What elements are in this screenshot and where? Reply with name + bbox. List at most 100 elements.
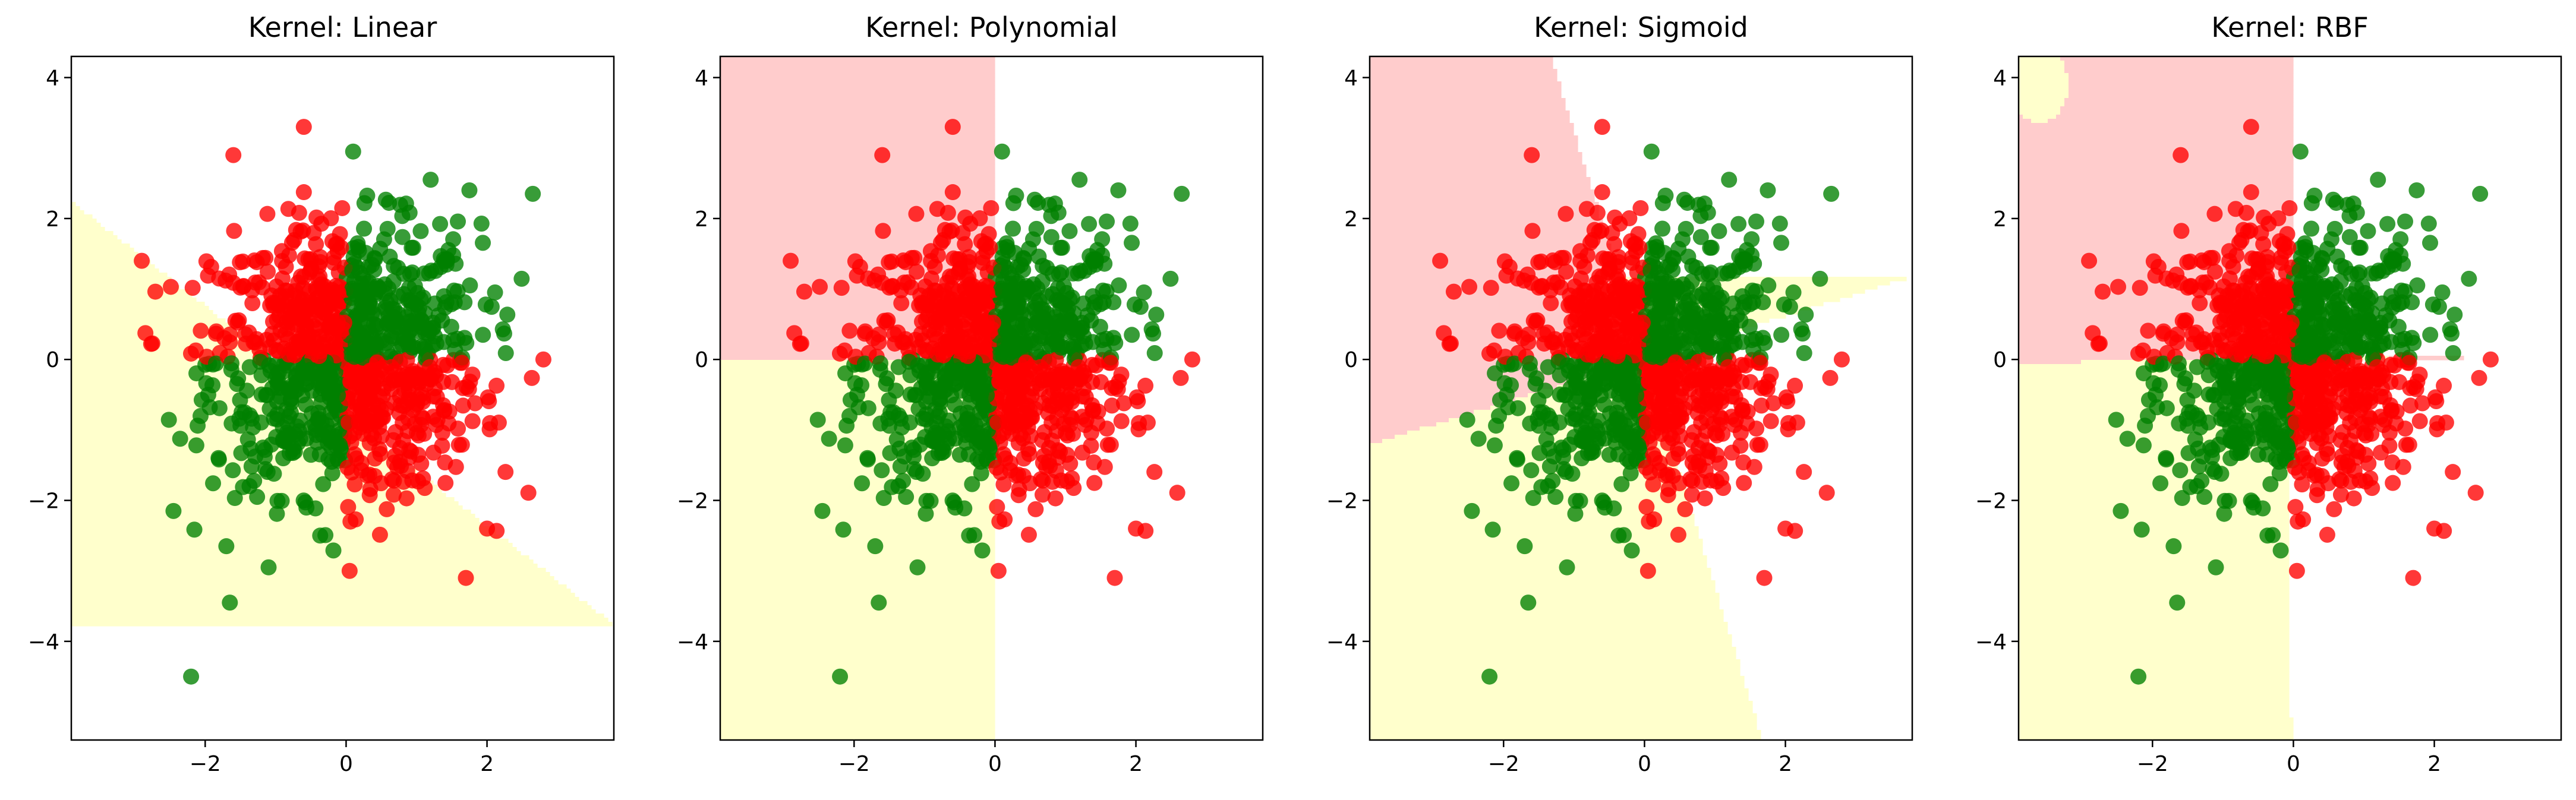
point-red [2398, 437, 2414, 453]
point-red [1509, 270, 1526, 287]
region-cell [720, 605, 995, 610]
point-green [2333, 258, 2350, 274]
region-cell [1370, 244, 1612, 248]
point-green [350, 347, 367, 363]
region-cell [1370, 102, 1566, 107]
point-green [160, 412, 177, 428]
point-green [1652, 300, 1669, 317]
point-red [2271, 233, 2288, 249]
point-red [2386, 357, 2402, 374]
point-red [295, 119, 312, 135]
region-cell [720, 576, 995, 581]
region-cell [1370, 377, 1582, 381]
point-green [906, 461, 923, 478]
region-cell [720, 555, 995, 560]
point-green [1579, 408, 1596, 425]
panel-title: Kernel: Linear [248, 11, 437, 43]
region-cell [1370, 119, 1570, 124]
point-red [1723, 444, 1740, 461]
point-red [1591, 223, 1607, 240]
region-cell [71, 210, 84, 215]
point-green [2250, 419, 2266, 436]
region-cell [720, 526, 995, 531]
point-green [1017, 317, 1033, 334]
point-red [260, 263, 276, 280]
point-green [1099, 213, 1115, 230]
point-red [1708, 473, 1725, 490]
region-cell [720, 539, 995, 543]
region-cell [1370, 410, 1474, 415]
point-green [443, 318, 459, 335]
point-green [2390, 318, 2407, 335]
point-green [951, 447, 968, 463]
point-green [2206, 387, 2223, 403]
point-green [917, 429, 934, 445]
point-red [1486, 342, 1502, 359]
point-red [2300, 454, 2317, 471]
region-cell [1370, 140, 1578, 144]
panel-title: Kernel: Polynomial [865, 11, 1118, 43]
point-green [2257, 404, 2274, 421]
point-green [302, 419, 319, 436]
point-red [408, 425, 425, 441]
point-red [1550, 341, 1566, 358]
point-green [475, 235, 491, 251]
region-cell [1370, 73, 1557, 78]
region-cell [1370, 343, 1641, 348]
region-cell [720, 110, 995, 115]
region-cell [71, 464, 409, 469]
region-cell [2019, 468, 2290, 473]
point-red [893, 295, 910, 312]
point-red [985, 314, 1001, 331]
point-red [1491, 322, 1508, 339]
point-green [1585, 426, 1602, 442]
region-cell [1370, 256, 1616, 261]
region-cell [1370, 630, 1728, 635]
region-cell [2019, 472, 2290, 477]
point-green [2378, 307, 2394, 324]
region-cell [720, 584, 995, 589]
region-cell [71, 368, 288, 373]
region-cell [2023, 115, 2057, 119]
point-red [2081, 252, 2098, 269]
point-red [1735, 454, 1752, 471]
point-red [2319, 526, 2335, 543]
region-cell [1370, 56, 1553, 61]
region-cell [720, 86, 995, 90]
region-cell [720, 160, 995, 165]
region-cell [1370, 439, 1383, 444]
point-red [1524, 147, 1540, 163]
point-green [2152, 475, 2169, 492]
point-green [847, 375, 863, 391]
point-red [847, 253, 863, 270]
region-cell [2019, 663, 2290, 668]
point-red [1595, 321, 1612, 337]
point-red [997, 511, 1013, 528]
point-red [2173, 223, 2190, 239]
x-tick-label: 0 [1638, 752, 1651, 776]
point-red [1113, 413, 1130, 429]
point-red [2287, 459, 2303, 476]
point-green [2315, 317, 2332, 334]
region-cell [1370, 372, 1595, 377]
point-green [361, 274, 377, 290]
point-green [223, 355, 239, 372]
point-red [1579, 247, 1596, 264]
region-cell [1370, 156, 1582, 161]
region-cell [720, 622, 995, 627]
region-cell [720, 61, 995, 65]
point-red [2313, 406, 2330, 423]
point-red [2278, 284, 2294, 301]
region-cell [1370, 564, 1707, 568]
region-cell [2019, 235, 2294, 240]
region-cell [2019, 61, 2065, 65]
point-red [881, 254, 897, 271]
region-cell [2019, 551, 2290, 556]
point-red [2382, 397, 2399, 413]
region-cell [2019, 69, 2065, 74]
point-green [959, 404, 976, 421]
point-green [1760, 182, 1776, 198]
region-cell [720, 131, 995, 136]
region-cell [71, 360, 276, 365]
